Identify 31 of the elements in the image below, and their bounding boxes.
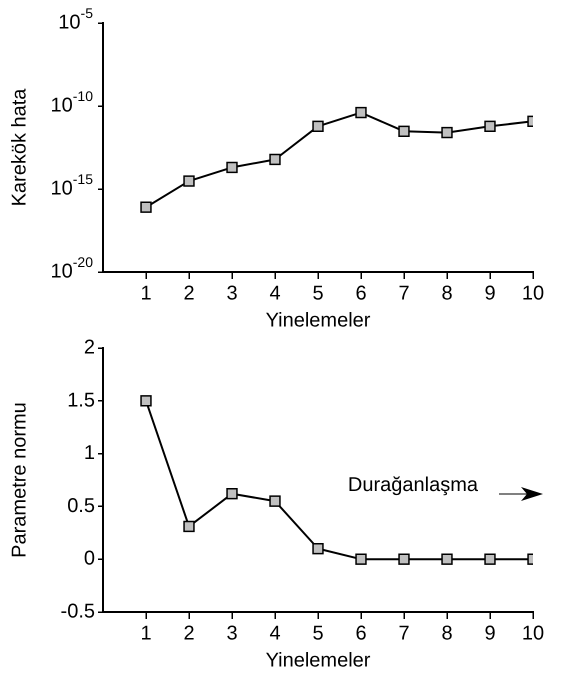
x-tick-label: 6 <box>355 622 367 645</box>
x-tick-label: 5 <box>312 622 324 645</box>
x-tick-label: 8 <box>441 622 453 645</box>
y-tick-label: 1 <box>84 442 95 464</box>
annotation: Durağanlaşma <box>348 474 479 496</box>
y-tick-label: 1.5 <box>67 389 95 412</box>
x-axis-title: Yinelemeler <box>266 310 371 332</box>
x-tick-label: 3 <box>226 282 238 305</box>
x-tick-label: 10 <box>522 622 544 645</box>
x-tick-label: 4 <box>269 622 281 645</box>
x-tick-label: 6 <box>355 282 367 305</box>
y-tick-label: 0.5 <box>67 494 95 517</box>
x-tick-label: 2 <box>183 282 195 305</box>
y-tick-label: 0 <box>84 548 95 570</box>
x-tick-label: 5 <box>312 282 324 305</box>
x-tick-label: 9 <box>484 622 496 645</box>
x-tick-label: 3 <box>226 622 238 645</box>
x-tick-label: 10 <box>522 282 544 305</box>
x-tick-label: 4 <box>269 282 281 305</box>
x-tick-label: 1 <box>140 622 152 645</box>
x-tick-label: 7 <box>398 282 410 305</box>
x-tick-label: 2 <box>183 622 195 645</box>
y-tick-label: -0.5 <box>60 600 95 623</box>
y-axis-title: Karekök hata <box>8 88 31 206</box>
y-tick-label: 2 <box>84 336 95 359</box>
y-axis-title: Parametre normu <box>8 402 31 558</box>
x-tick-label: 7 <box>398 622 410 645</box>
x-tick-label: 1 <box>140 282 152 305</box>
x-tick-label: 9 <box>484 282 496 305</box>
x-axis-title: Yinelemeler <box>266 650 371 672</box>
x-tick-label: 8 <box>441 282 453 305</box>
